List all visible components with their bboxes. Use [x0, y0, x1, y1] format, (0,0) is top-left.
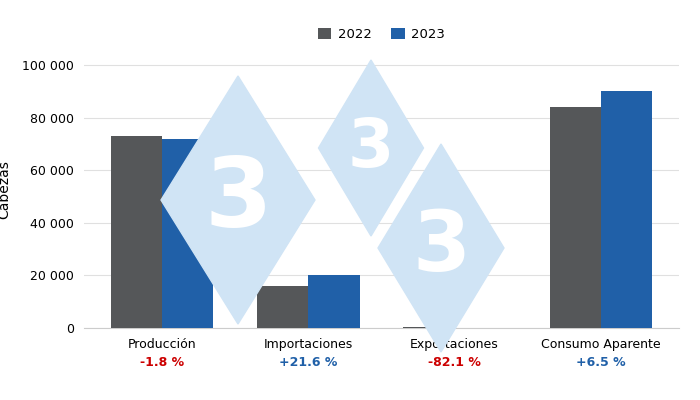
Bar [162, 139, 214, 328]
Bar [403, 327, 454, 328]
Bar [111, 136, 162, 328]
Text: 3: 3 [348, 115, 394, 181]
Text: +21.6 %: +21.6 % [279, 356, 337, 369]
Y-axis label: Cabezas: Cabezas [0, 160, 11, 220]
Bar [257, 286, 309, 328]
Text: 3: 3 [204, 154, 272, 246]
Text: -1.8 %: -1.8 % [140, 356, 184, 369]
Text: -82.1 %: -82.1 % [428, 356, 481, 369]
Bar [309, 276, 360, 328]
Text: 3: 3 [412, 208, 470, 288]
Legend: 2022, 2023: 2022, 2023 [313, 23, 450, 46]
Bar [550, 107, 601, 328]
Bar [601, 92, 652, 328]
Text: +6.5 %: +6.5 % [576, 356, 626, 369]
